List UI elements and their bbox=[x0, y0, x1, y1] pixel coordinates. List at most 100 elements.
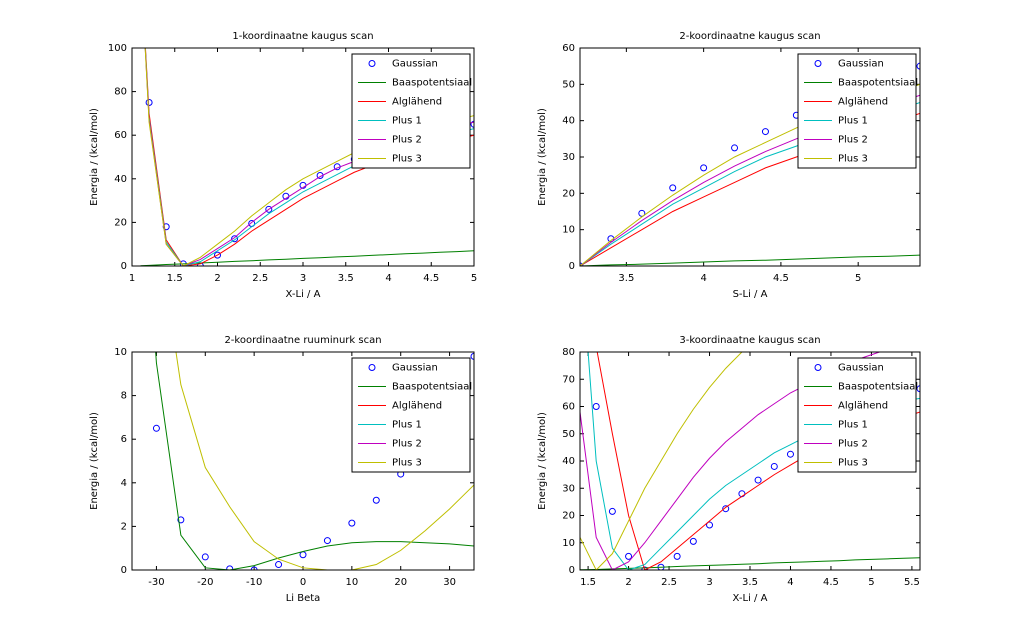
data-point bbox=[348, 519, 356, 527]
data-point bbox=[162, 223, 170, 231]
data-point bbox=[706, 521, 714, 529]
x-tick-label: 2 bbox=[214, 273, 220, 284]
x-tick-label: -10 bbox=[246, 577, 262, 588]
y-tick-label: 20 bbox=[562, 511, 575, 522]
legend-box bbox=[797, 53, 917, 169]
x-tick-label: 20 bbox=[394, 577, 407, 588]
legend-label: Plus 2 bbox=[392, 135, 422, 146]
series-line bbox=[175, 352, 474, 570]
y-tick-label: 60 bbox=[562, 43, 575, 54]
y-axis-label: Energia / (kcal/mol) bbox=[537, 108, 548, 206]
panel: 2-koordinaatne kaugus scan S-Li / A Energi… bbox=[537, 31, 921, 300]
y-tick-label: 2 bbox=[121, 521, 127, 532]
data-point bbox=[152, 424, 160, 432]
data-point bbox=[641, 566, 649, 570]
legend-box bbox=[797, 357, 917, 473]
y-tick-label: 0 bbox=[569, 565, 575, 576]
legend-label: Alglähend bbox=[392, 97, 442, 108]
data-point bbox=[201, 553, 209, 561]
x-tick-label: 4.5 bbox=[823, 577, 839, 588]
y-tick-label: 30 bbox=[562, 152, 575, 163]
y-tick-label: 50 bbox=[562, 429, 575, 440]
x-tick-label: 3.5 bbox=[338, 273, 354, 284]
x-tick-label: 2 bbox=[625, 577, 631, 588]
legend-label: Baaspotentsiaal bbox=[392, 78, 472, 89]
legend-label: Baaspotentsiaal bbox=[838, 382, 918, 393]
x-tick-label: -20 bbox=[197, 577, 213, 588]
y-tick-label: 10 bbox=[562, 225, 575, 236]
y-tick-label: 6 bbox=[121, 434, 127, 445]
legend-label: Alglähend bbox=[838, 97, 888, 108]
legend-marker bbox=[814, 364, 822, 371]
axes-box bbox=[579, 351, 921, 571]
x-tick-label: 3.5 bbox=[742, 577, 758, 588]
data-point bbox=[372, 496, 380, 504]
legend-marker bbox=[368, 364, 376, 371]
data-point bbox=[275, 561, 283, 569]
y-tick-label: 70 bbox=[562, 374, 575, 385]
y-tick-label: 80 bbox=[114, 87, 127, 98]
axes-box bbox=[131, 47, 475, 267]
x-tick-label: 2.5 bbox=[661, 577, 677, 588]
y-tick-label: 80 bbox=[562, 347, 575, 358]
data-point bbox=[470, 120, 474, 128]
x-tick-label: 1 bbox=[129, 273, 135, 284]
series-line bbox=[580, 254, 920, 266]
panel: 3-koordinaatne kaugus scan X-Li / A Energi… bbox=[537, 335, 921, 604]
x-tick-label: -30 bbox=[148, 577, 164, 588]
x-axis-label: S-Li / A bbox=[733, 289, 768, 300]
legend: Gaussian Baaspotentsiaal Alglähend Plus 1 Pl… bbox=[797, 53, 918, 169]
data-point bbox=[470, 352, 474, 360]
legend-box bbox=[351, 53, 471, 169]
data-point bbox=[214, 251, 221, 259]
legend-label: Plus 3 bbox=[392, 154, 422, 165]
x-tick-label: 4.5 bbox=[773, 273, 789, 284]
series-line bbox=[580, 352, 882, 570]
chart-title: 1-koordinaatne kaugus scan bbox=[232, 31, 373, 42]
data-point bbox=[916, 62, 920, 70]
x-tick-label: 30 bbox=[443, 577, 456, 588]
y-tick-label: 50 bbox=[562, 79, 575, 90]
legend-label: Plus 2 bbox=[838, 135, 868, 146]
legend-label: Alglähend bbox=[392, 401, 442, 412]
series-line bbox=[580, 352, 743, 570]
data-point bbox=[754, 476, 762, 484]
legend-label: Plus 2 bbox=[392, 439, 422, 450]
y-tick-label: 10 bbox=[562, 538, 575, 549]
y-tick-label: 20 bbox=[114, 217, 127, 228]
data-point bbox=[673, 552, 681, 560]
x-tick-label: 1.5 bbox=[580, 577, 596, 588]
legend-label: Baaspotentsiaal bbox=[838, 78, 918, 89]
y-tick-label: 20 bbox=[562, 188, 575, 199]
x-tick-label: 4 bbox=[787, 577, 793, 588]
series-line bbox=[580, 557, 920, 570]
y-tick-label: 60 bbox=[562, 402, 575, 413]
legend-label: Plus 1 bbox=[838, 420, 868, 431]
data-point bbox=[323, 537, 331, 545]
legend-box bbox=[351, 357, 471, 473]
axes-box bbox=[579, 47, 921, 267]
x-tick-label: 0 bbox=[300, 577, 306, 588]
data-point bbox=[608, 507, 616, 515]
data-point bbox=[761, 128, 769, 136]
plot-content bbox=[152, 352, 474, 570]
x-axis-label: X-Li / A bbox=[286, 289, 321, 300]
y-axis-label: Energia / (kcal/mol) bbox=[89, 412, 100, 510]
legend-label: Gaussian bbox=[392, 59, 438, 70]
legend-label: Gaussian bbox=[838, 363, 884, 374]
y-tick-label: 40 bbox=[562, 116, 575, 127]
y-tick-label: 100 bbox=[108, 43, 127, 54]
data-point bbox=[731, 144, 739, 152]
y-tick-label: 60 bbox=[114, 130, 127, 141]
panel: 2-koordinaatne ruuminurk scan Li Beta Ener… bbox=[89, 335, 475, 604]
data-point bbox=[231, 235, 239, 243]
y-tick-label: 40 bbox=[114, 174, 127, 185]
x-axis-label: Li Beta bbox=[286, 593, 321, 604]
legend-marker bbox=[814, 60, 822, 67]
y-axis-label: Energia / (kcal/mol) bbox=[537, 412, 548, 510]
chart-title: 3-koordinaatne kaugus scan bbox=[679, 335, 820, 346]
data-point bbox=[625, 552, 633, 560]
x-tick-label: 5 bbox=[855, 273, 861, 284]
y-tick-label: 0 bbox=[121, 261, 127, 272]
